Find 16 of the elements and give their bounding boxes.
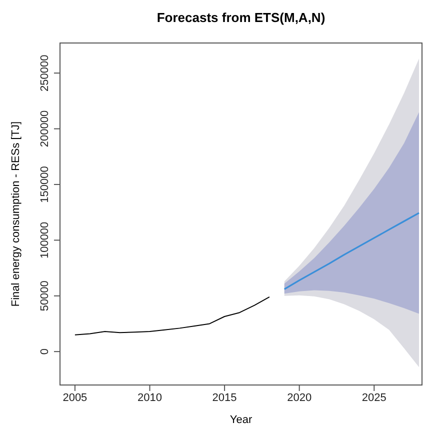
line-series	[74, 296, 270, 336]
x-tick-label: 2015	[212, 392, 237, 404]
y-tick-label: 250000	[39, 54, 51, 92]
x-tick-label: 2025	[362, 392, 386, 404]
x-tick-label: 2005	[62, 392, 88, 404]
x-tick-label: 2010	[138, 392, 162, 404]
line-series	[284, 212, 420, 290]
x-axis-title: Year	[228, 414, 254, 426]
y-tick-label: 100000	[39, 222, 51, 259]
x-tick-label: 2020	[287, 392, 312, 404]
y-tick-label: 200000	[39, 110, 51, 148]
chart-title: Forecasts from ETS(M,A,N)	[156, 10, 326, 25]
y-tick-label: 150000	[39, 166, 51, 203]
y-axis-title: Final energy consumption - RESs [TJ]	[10, 121, 22, 307]
y-tick-label: 0	[39, 348, 51, 355]
y-tick-label: 50000	[39, 280, 51, 312]
